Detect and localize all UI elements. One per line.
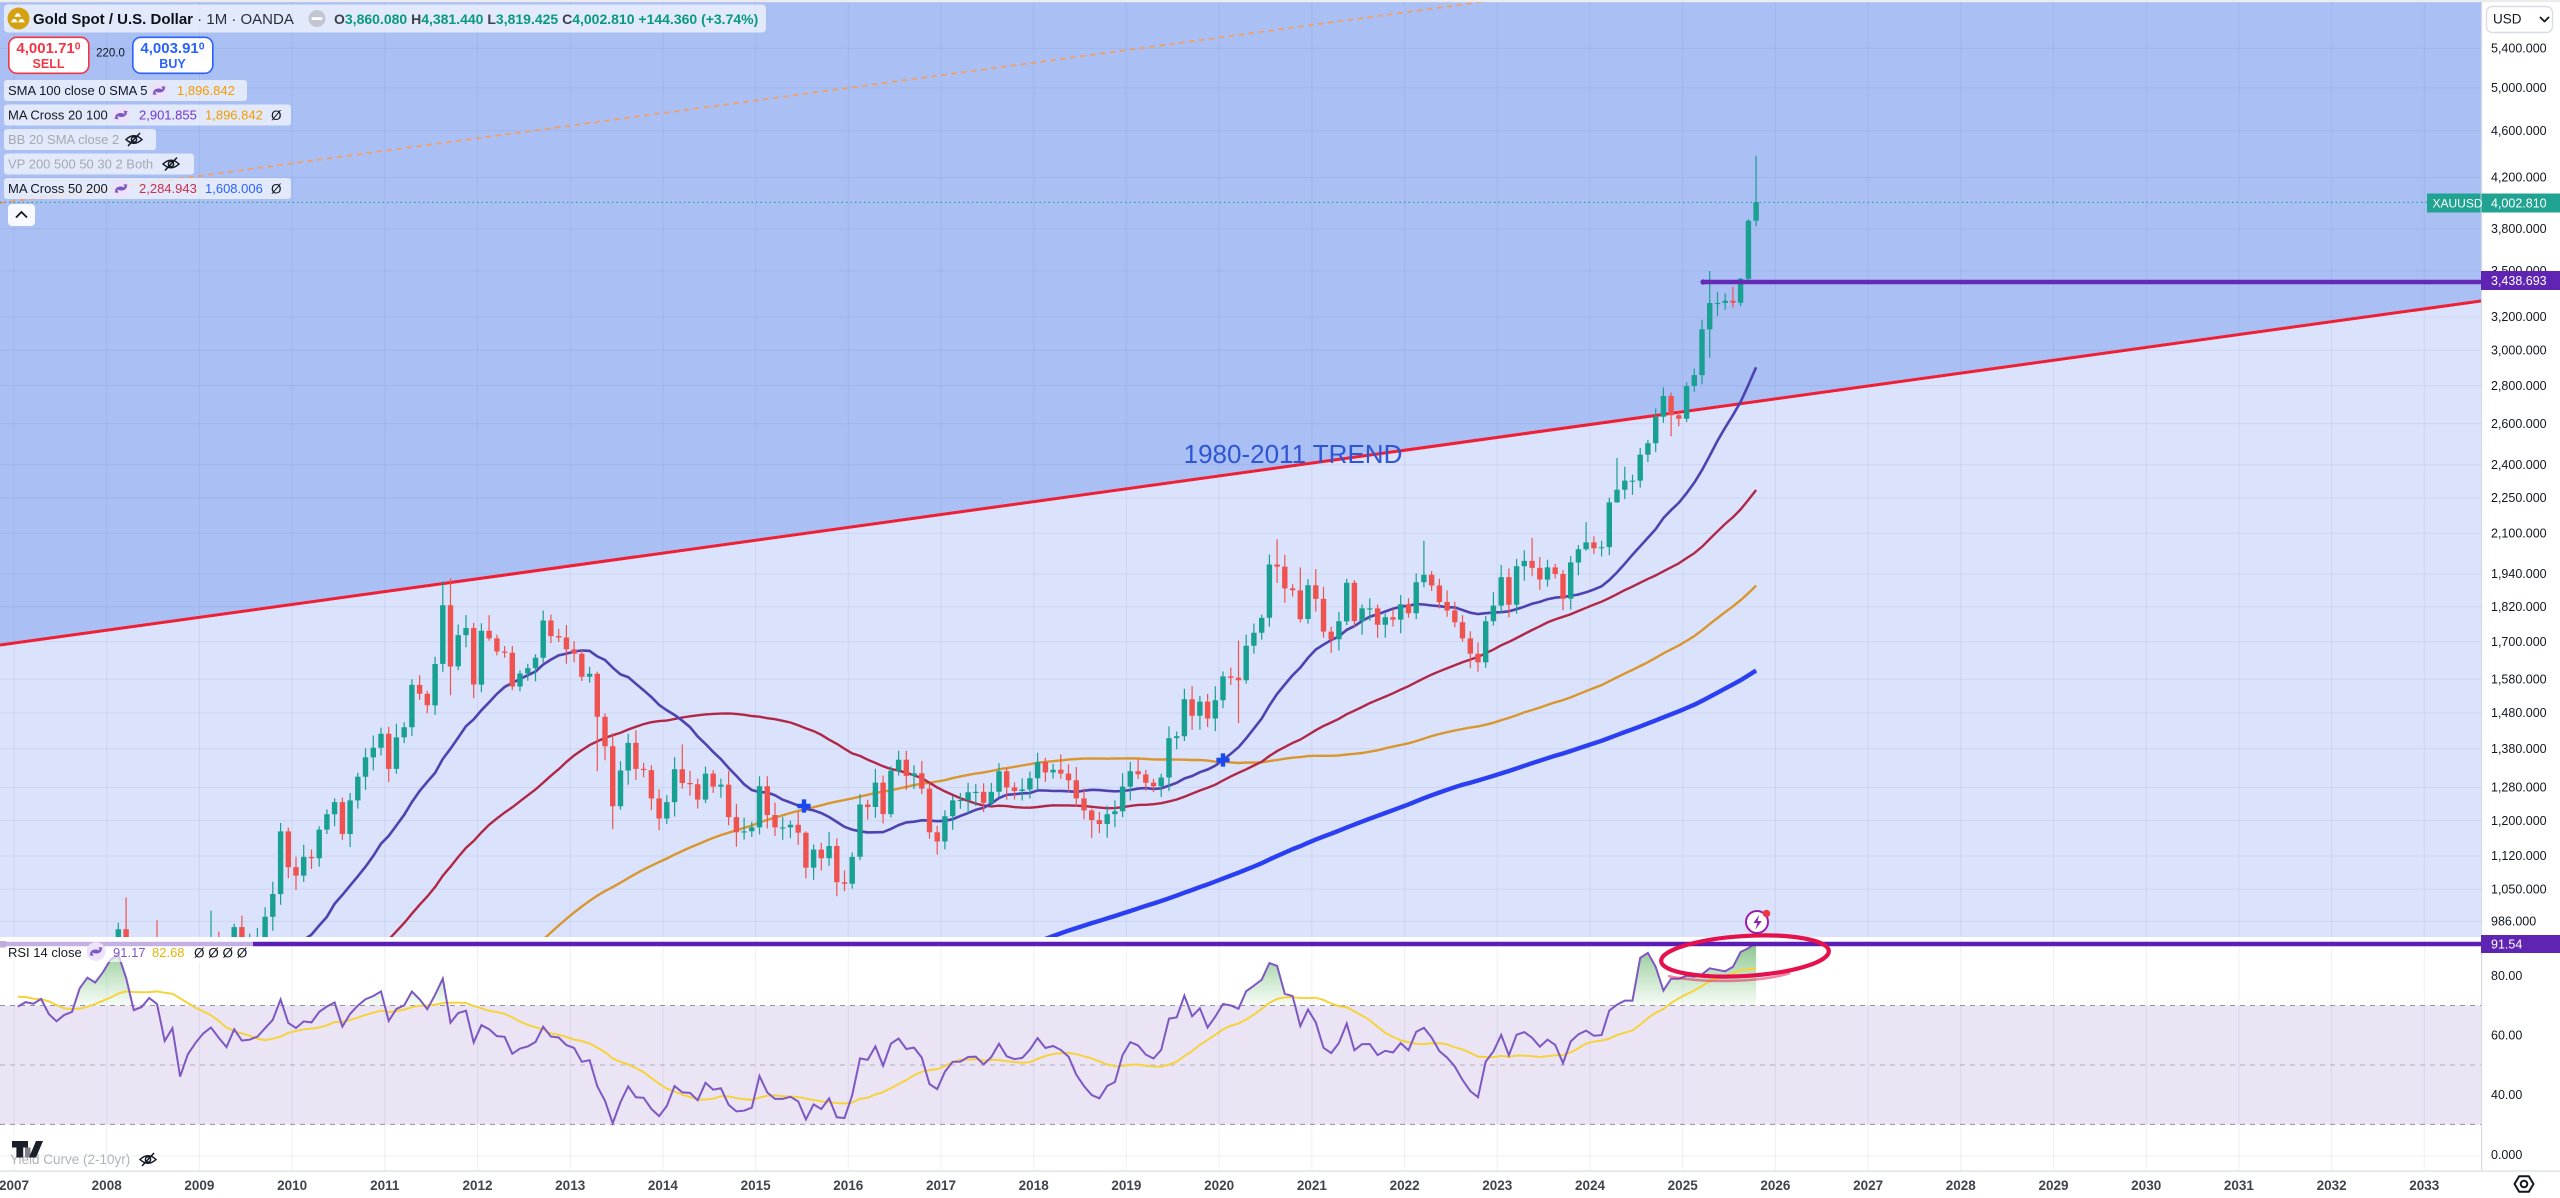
- svg-text:2017: 2017: [926, 1178, 956, 1193]
- svg-text:2,100.000: 2,100.000: [2491, 527, 2547, 541]
- svg-text:RSI 14 close: RSI 14 close: [8, 945, 82, 960]
- svg-text:5,400.000: 5,400.000: [2491, 42, 2547, 56]
- svg-text:SMA 100 close 0 SMA 5: SMA 100 close 0 SMA 5: [8, 83, 147, 98]
- svg-text:2,250.000: 2,250.000: [2491, 491, 2547, 505]
- svg-text:3,438.693: 3,438.693: [2491, 274, 2547, 288]
- svg-text:3,200.000: 3,200.000: [2491, 310, 2547, 324]
- svg-text:2020: 2020: [1204, 1178, 1234, 1193]
- svg-text:BUY: BUY: [159, 57, 186, 71]
- svg-text:2031: 2031: [2224, 1178, 2255, 1193]
- svg-text:40.00: 40.00: [2491, 1088, 2522, 1102]
- svg-text:2022: 2022: [1390, 1178, 1420, 1193]
- svg-text:USD: USD: [2493, 12, 2522, 27]
- svg-text:986.000: 986.000: [2491, 915, 2536, 929]
- svg-text:1,700.000: 1,700.000: [2491, 635, 2547, 649]
- svg-text:2024: 2024: [1575, 1178, 1606, 1193]
- svg-text:2025: 2025: [1668, 1178, 1699, 1193]
- svg-text:2030: 2030: [2131, 1178, 2161, 1193]
- svg-text:MA Cross 50 200: MA Cross 50 200: [8, 181, 108, 196]
- svg-text:XAUUSD: XAUUSD: [2433, 196, 2483, 210]
- svg-text:2012: 2012: [462, 1178, 492, 1193]
- svg-text:1,480.000: 1,480.000: [2491, 706, 2547, 720]
- svg-text:1,820.000: 1,820.000: [2491, 600, 2547, 614]
- svg-text:2028: 2028: [1946, 1178, 1977, 1193]
- svg-text:220.0: 220.0: [96, 48, 125, 60]
- svg-text:MA Cross 20 100: MA Cross 20 100: [8, 108, 108, 123]
- svg-text:1,896.842: 1,896.842: [177, 83, 235, 98]
- svg-text:80.00: 80.00: [2491, 969, 2522, 983]
- svg-text:Ø: Ø: [271, 182, 282, 197]
- svg-text:O3,860.080 H4,381.440 L3,819.4: O3,860.080 H4,381.440 L3,819.425 C4,002.…: [334, 11, 758, 27]
- svg-text:2,400.000: 2,400.000: [2491, 458, 2547, 472]
- svg-text:4,001.710: 4,001.710: [16, 40, 80, 57]
- svg-text:1,200.000: 1,200.000: [2491, 814, 2547, 828]
- svg-text:1,380.000: 1,380.000: [2491, 742, 2547, 756]
- svg-text:2013: 2013: [555, 1178, 586, 1193]
- svg-text:SELL: SELL: [33, 57, 65, 71]
- svg-text:91.54: 91.54: [2491, 938, 2522, 952]
- svg-text:2,284.943: 2,284.943: [139, 181, 197, 196]
- svg-text:1,280.000: 1,280.000: [2491, 781, 2547, 795]
- svg-text:2021: 2021: [1297, 1178, 1328, 1193]
- svg-text:2009: 2009: [184, 1178, 214, 1193]
- svg-text:60.00: 60.00: [2491, 1028, 2522, 1042]
- svg-text:2010: 2010: [277, 1178, 307, 1193]
- svg-text:2016: 2016: [833, 1178, 864, 1193]
- svg-text:4,002.810: 4,002.810: [2491, 197, 2547, 211]
- svg-text:3,000.000: 3,000.000: [2491, 343, 2547, 357]
- svg-text:1,896.842: 1,896.842: [205, 108, 263, 123]
- svg-text:4,600.000: 4,600.000: [2491, 124, 2547, 138]
- svg-text:2007: 2007: [0, 1178, 29, 1193]
- svg-text:2029: 2029: [2038, 1178, 2068, 1193]
- svg-text:2033: 2033: [2409, 1178, 2440, 1193]
- svg-text:Ø: Ø: [271, 108, 282, 123]
- svg-text:82.68: 82.68: [152, 945, 185, 960]
- svg-text:2026: 2026: [1760, 1178, 1791, 1193]
- svg-text:0.000: 0.000: [2491, 1148, 2522, 1162]
- svg-text:4,200.000: 4,200.000: [2491, 171, 2547, 185]
- svg-text:1980-2011 TREND: 1980-2011 TREND: [1184, 439, 1403, 469]
- svg-text:2,901.855: 2,901.855: [139, 108, 197, 123]
- svg-text:1,940.000: 1,940.000: [2491, 567, 2547, 581]
- svg-text:Gold Spot / U.S. Dollar · 1M ·: Gold Spot / U.S. Dollar · 1M · OANDA: [33, 11, 294, 28]
- svg-text:1,580.000: 1,580.000: [2491, 673, 2547, 687]
- svg-text:1,608.006: 1,608.006: [205, 181, 263, 196]
- svg-text:2014: 2014: [648, 1178, 679, 1193]
- svg-text:2032: 2032: [2317, 1178, 2347, 1193]
- svg-text:Yield Curve (2-10yr): Yield Curve (2-10yr): [10, 1152, 130, 1167]
- svg-text:1,120.000: 1,120.000: [2491, 849, 2547, 863]
- svg-text:4,003.910: 4,003.910: [140, 40, 204, 57]
- svg-text:2018: 2018: [1019, 1178, 1050, 1193]
- svg-text:2,600.000: 2,600.000: [2491, 417, 2547, 431]
- svg-text:VP 200 500 50 30 2 Both: VP 200 500 50 30 2 Both: [8, 157, 153, 172]
- svg-text:2015: 2015: [741, 1178, 772, 1193]
- svg-text:2023: 2023: [1482, 1178, 1513, 1193]
- svg-text:Ø Ø Ø Ø: Ø Ø Ø Ø: [194, 946, 248, 961]
- svg-text:1,050.000: 1,050.000: [2491, 882, 2547, 896]
- svg-text:3,800.000: 3,800.000: [2491, 222, 2547, 236]
- svg-text:2008: 2008: [92, 1178, 123, 1193]
- svg-text:91.17: 91.17: [113, 945, 146, 960]
- svg-text:BB 20 SMA close 2: BB 20 SMA close 2: [8, 132, 119, 147]
- svg-text:2019: 2019: [1111, 1178, 1141, 1193]
- svg-text:2011: 2011: [370, 1178, 400, 1193]
- svg-text:2027: 2027: [1853, 1178, 1883, 1193]
- svg-text:5,000.000: 5,000.000: [2491, 81, 2547, 95]
- svg-text:2,800.000: 2,800.000: [2491, 379, 2547, 393]
